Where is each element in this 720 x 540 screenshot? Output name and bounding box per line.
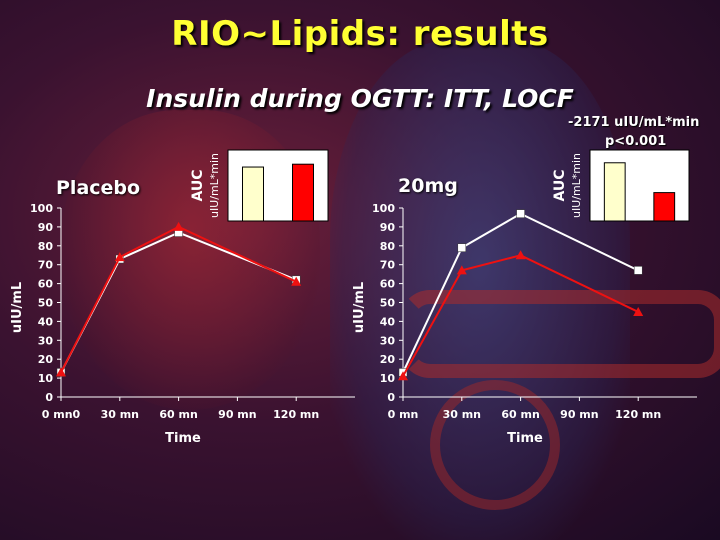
- x-axis-title: Time: [165, 431, 201, 446]
- y-tick-label: 0: [45, 391, 53, 404]
- data-point-triangle: [291, 276, 302, 286]
- y-tick-label: 10: [380, 372, 396, 385]
- x-tick-label: 0 mn0: [42, 408, 81, 421]
- y-tick-label: 40: [380, 315, 396, 328]
- data-point-triangle: [114, 252, 125, 262]
- placebo-panel-label: Placebo: [56, 177, 141, 199]
- y-tick-label: 70: [38, 259, 54, 272]
- series-line-1: [60, 225, 297, 373]
- auc-axis-title: AUC: [190, 169, 206, 201]
- y-tick-label: 60: [38, 278, 54, 291]
- y-tick-label: 20: [380, 353, 396, 366]
- y-tick-label: 100: [372, 202, 395, 215]
- slide-title: RIO~Lipids: results: [171, 14, 549, 54]
- data-point-square: [633, 266, 643, 275]
- auc-axis-unit: uIU/mL*min: [570, 153, 583, 218]
- x-tick-label: 120 mn: [615, 408, 661, 421]
- y-tick-label: 10: [38, 372, 54, 385]
- x-tick-label: 60 mn: [501, 408, 539, 421]
- auc-axis-unit: uIU/mL*min: [208, 153, 221, 218]
- data-point-square: [516, 209, 525, 218]
- auc-axis-title: AUC: [552, 169, 568, 201]
- y-tick-label: 30: [38, 334, 54, 347]
- y-tick-label: 0: [387, 391, 395, 404]
- y-tick-label: 70: [380, 259, 396, 272]
- data-point-triangle: [633, 306, 644, 316]
- dose-panel-label: 20mg: [398, 175, 458, 197]
- line-chart-0: 0 10 20 30 40 50 60 70 80 90 100 0 mn0 30 mn 60 mn 90 …: [10, 202, 355, 446]
- data-point-square: [457, 243, 467, 252]
- y-tick-label: 80: [38, 240, 54, 253]
- x-tick-label: 90 mn: [218, 408, 256, 421]
- slide-subtitle: Insulin during OGTT: ITT, LOCF: [146, 84, 574, 113]
- series-line-1: [402, 254, 639, 377]
- p-value-annotation: p<0.001: [605, 134, 667, 149]
- x-tick-label: 60 mn: [159, 408, 197, 421]
- y-tick-label: 50: [38, 297, 54, 310]
- auc-bar: [242, 166, 264, 222]
- y-axis-title: uIU/mL: [10, 282, 25, 333]
- x-tick-label: 30 mn: [443, 408, 481, 421]
- data-point-triangle: [173, 221, 184, 231]
- y-tick-label: 90: [380, 221, 396, 234]
- y-tick-label: 100: [30, 202, 53, 215]
- y-axis-title: uIU/mL: [352, 282, 367, 333]
- data-point-triangle: [456, 265, 467, 275]
- x-tick-label: 90 mn: [560, 408, 598, 421]
- auc-bar-chart-1: AUC uIU/mL*min: [552, 149, 690, 222]
- x-tick-label: 30 mn: [101, 408, 139, 421]
- x-tick-label: 120 mn: [273, 408, 319, 421]
- y-tick-label: 60: [380, 278, 396, 291]
- y-tick-label: 30: [380, 334, 396, 347]
- y-tick-label: 90: [38, 221, 54, 234]
- data-point-triangle: [56, 367, 66, 377]
- y-tick-label: 40: [38, 315, 54, 328]
- x-tick-label: 0 mn: [388, 408, 419, 421]
- y-tick-label: 80: [380, 240, 396, 253]
- data-point-triangle: [398, 371, 408, 381]
- auc-difference-annotation: -2171 uIU/mL*min: [568, 115, 700, 130]
- series-line-0: [402, 212, 639, 373]
- line-chart-1: 0 10 20 30 40 50 60 70 80 90 100 0 mn 30 mn 60 mn 90 m…: [352, 202, 697, 446]
- y-tick-label: 20: [38, 353, 54, 366]
- auc-bar: [603, 162, 626, 222]
- auc-bar: [292, 163, 314, 222]
- y-tick-label: 50: [380, 297, 396, 310]
- auc-bar: [653, 192, 676, 222]
- x-axis-title: Time: [507, 431, 543, 446]
- auc-bar-chart-0: AUC uIU/mL*min: [190, 149, 329, 222]
- data-point-triangle: [515, 250, 526, 260]
